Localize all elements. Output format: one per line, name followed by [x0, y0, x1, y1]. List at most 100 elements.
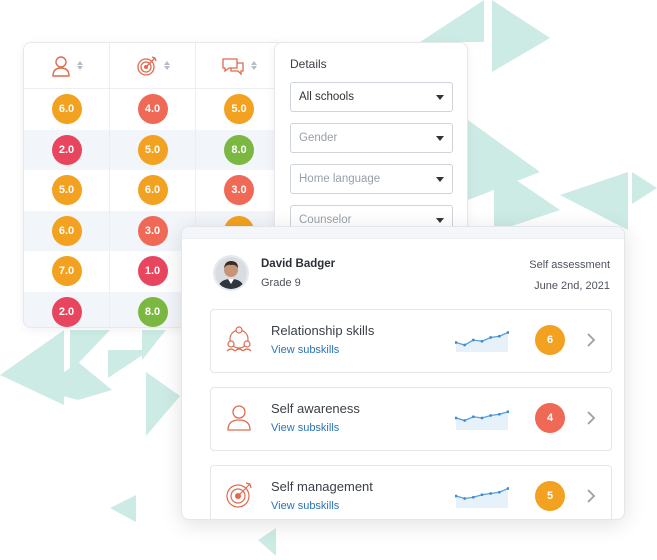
- score-badge: 3.0: [137, 215, 168, 246]
- sparkline-point: [471, 338, 475, 342]
- table-cell: 3.0: [196, 170, 282, 211]
- chevron-right-icon[interactable]: [585, 332, 597, 348]
- assessment-info: Self assessment June 2nd, 2021: [529, 259, 610, 292]
- caret-down-icon: [436, 94, 444, 100]
- filter-list: All schools Gender Home language Counselor: [290, 82, 453, 235]
- sort-icon[interactable]: [251, 61, 257, 70]
- table-cell: 2.0: [24, 129, 110, 170]
- score-badge: 1.0: [137, 256, 168, 287]
- score-badge: 5: [535, 481, 565, 511]
- table-row: 7.0 1.0: [24, 251, 284, 292]
- sparkline-point: [463, 419, 467, 422]
- sparkline-point: [489, 492, 493, 495]
- filter-dropdown[interactable]: Gender: [290, 123, 453, 153]
- trend-sparkline: [455, 487, 509, 508]
- table-body: 6.0 4.0 5.0 2.0 5.0 8.0 5.0 6.0 3.0 6.0 3.0 7.0 1.0 2…: [24, 89, 284, 327]
- trend-sparkline: [455, 331, 509, 352]
- card-topbar: [182, 227, 624, 239]
- sparkline-point: [506, 410, 509, 414]
- skill-row[interactable]: Relationship skills View subskills 6: [210, 309, 612, 373]
- skill-row[interactable]: Self awareness View subskills 4: [210, 387, 612, 451]
- sparkline-point: [489, 414, 493, 417]
- view-subskills-link[interactable]: View subskills: [271, 422, 340, 434]
- table-cell: 6.0: [24, 210, 110, 251]
- sparkline-point: [463, 343, 467, 347]
- chevron-right-icon[interactable]: [585, 488, 597, 504]
- assessment-date: June 2nd, 2021: [534, 280, 610, 292]
- sparkline-point: [455, 494, 458, 498]
- skill-name: Self awareness: [271, 401, 360, 416]
- score-badge: 3.0: [224, 175, 254, 206]
- table-cell: 6.0: [110, 170, 196, 211]
- view-subskills-link[interactable]: View subskills: [271, 500, 340, 512]
- table-cell: 8.0: [110, 291, 196, 327]
- table-header: [24, 43, 284, 89]
- skill-row[interactable]: Self management View subskills 5: [210, 465, 612, 519]
- target-icon: [226, 482, 252, 508]
- score-badge: 5.0: [137, 134, 168, 165]
- student-profile: David Badger Grade 9: [213, 255, 335, 291]
- view-subskills-link[interactable]: View subskills: [271, 344, 340, 356]
- details-panel: Details All schools Gender Home language Co…: [274, 42, 468, 242]
- column-header-person[interactable]: [24, 43, 110, 88]
- table-cell: 4.0: [110, 89, 196, 130]
- avatar[interactable]: [213, 255, 249, 291]
- score-badge: 6.0: [51, 215, 82, 246]
- filter-label: All schools: [299, 91, 354, 103]
- avatar-photo: [215, 257, 247, 289]
- sparkline-point: [497, 490, 501, 494]
- score-badge: 8.0: [137, 296, 168, 327]
- score-badge: 6: [535, 325, 565, 355]
- score-badge: 2.0: [51, 134, 82, 165]
- column-header-chat[interactable]: [196, 43, 282, 88]
- caret-down-icon: [436, 135, 444, 141]
- filter-dropdown[interactable]: Home language: [290, 164, 453, 194]
- skill-name: Relationship skills: [271, 323, 375, 338]
- sparkline-point: [480, 339, 484, 343]
- sparkline-point: [506, 487, 509, 490]
- sparkline-point: [480, 416, 484, 420]
- score-badge: 2.0: [51, 296, 82, 327]
- student-grade: Grade 9: [261, 276, 301, 289]
- student-card: David Badger Grade 9 Self assessment Jun…: [181, 226, 625, 520]
- caret-down-icon: [436, 217, 444, 223]
- sparkline-point: [455, 341, 458, 344]
- sparkline-point: [471, 415, 475, 419]
- score-badge: 4: [535, 403, 565, 433]
- people-network-icon: [226, 326, 252, 352]
- sort-icon[interactable]: [76, 61, 83, 70]
- sparkline-point: [497, 412, 501, 416]
- table-cell: 8.0: [196, 130, 282, 171]
- score-badge: 6.0: [137, 175, 168, 206]
- table-cell: 2.0: [24, 291, 110, 327]
- table-row: 6.0 4.0 5.0: [24, 89, 284, 130]
- caret-down-icon: [436, 176, 444, 182]
- table-cell: 5.0: [24, 170, 110, 211]
- table-cell: 6.0: [24, 89, 110, 130]
- sparkline-area: [456, 411, 508, 430]
- skill-name: Self management: [271, 479, 373, 494]
- table-cell: 7.0: [24, 251, 110, 292]
- chevron-right-icon[interactable]: [585, 410, 597, 426]
- chat-bubbles-icon: [222, 57, 244, 76]
- column-header-target[interactable]: [110, 43, 196, 88]
- person-icon: [51, 55, 70, 77]
- table-cell: 5.0: [110, 129, 196, 170]
- filter-dropdown[interactable]: All schools: [290, 82, 453, 112]
- score-badge: 5.0: [224, 94, 254, 125]
- table-row: 5.0 6.0 3.0: [24, 170, 284, 211]
- sparkline-point: [497, 334, 501, 338]
- student-name: David Badger: [261, 257, 336, 270]
- person-icon: [227, 405, 251, 431]
- score-badge: 8.0: [224, 134, 254, 165]
- sparkline-point: [480, 493, 484, 497]
- score-badge: 7.0: [51, 256, 82, 287]
- filter-label: Home language: [299, 173, 381, 185]
- table-row: 2.0 5.0 8.0: [24, 129, 284, 171]
- target-icon: [136, 55, 157, 76]
- filter-label: Gender: [299, 132, 338, 144]
- sort-icon[interactable]: [163, 61, 170, 70]
- sparkline-point: [463, 497, 467, 500]
- sparkline-point: [489, 336, 493, 339]
